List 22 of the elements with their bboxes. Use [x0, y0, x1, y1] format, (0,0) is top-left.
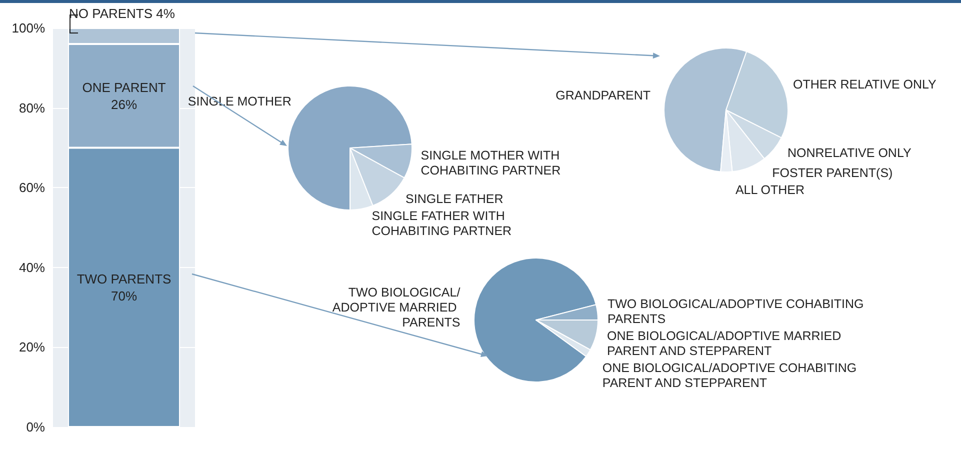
slice-label: GRANDPARENT: [556, 88, 651, 103]
slice-label: ONE BIOLOGICAL/ADOPTIVE MARRIED PARENT AND STEPPARENT: [607, 328, 845, 358]
slice-label: SINGLE MOTHER WITH COHABITING PARTNER: [420, 148, 564, 178]
series-label: ONE PARENT: [82, 80, 166, 95]
slice-label: NONRELATIVE ONLY: [787, 146, 912, 160]
y-tick-label: 20%: [18, 340, 46, 355]
y-tick-label: 0%: [26, 420, 46, 434]
series-label: TWO PARENTS: [76, 271, 172, 286]
slice-label: SINGLE FATHER: [406, 192, 504, 206]
y-tick-label: 40%: [18, 260, 46, 275]
data-label: 70%: [110, 288, 138, 304]
slice-label: FOSTER PARENT(S): [772, 166, 893, 180]
y-tick-label: 80%: [18, 100, 46, 116]
y-tick-label: 100%: [12, 20, 46, 36]
slice-label: ONE BIOLOGICAL/ADOPTIVE COHABITING PARENT AND STEPPARENT: [602, 360, 860, 390]
slice-label: TWO BIOLOGICAL/ADOPTIVE MARRIED PARENTS: [332, 285, 461, 330]
slice-label: TWO BIOLOGICAL/ADOPTIVE COHABITING PARENTS: [607, 296, 868, 326]
data-label: 26%: [110, 96, 138, 112]
slice-label: ALL OTHER: [735, 183, 804, 198]
slice-label: OTHER RELATIVE ONLY: [793, 78, 938, 92]
y-tick-label: 60%: [18, 180, 46, 196]
slice-label: SINGLE FATHER WITH COHABITING PARTNER: [372, 209, 512, 238]
